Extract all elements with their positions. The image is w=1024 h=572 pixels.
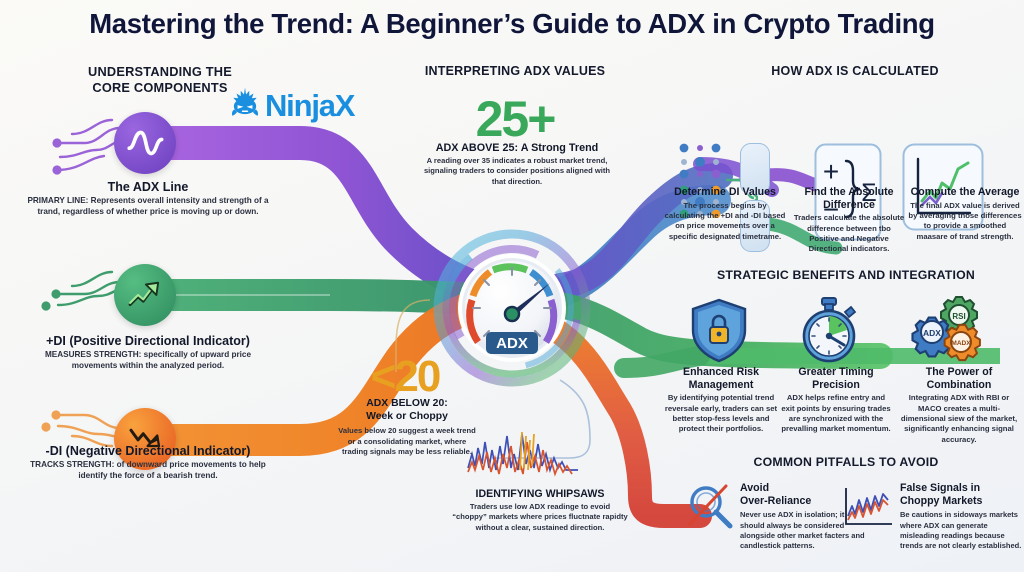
shield-lock-icon	[691, 298, 747, 363]
risk-management-title: Enhanced Risk Management	[683, 366, 759, 391]
block-minus-di: -DI (Negative Directional Indicator) TRA…	[22, 444, 274, 482]
absolute-difference-title: Find the Absolute Difference	[804, 186, 894, 211]
adx-weak-body: Values below 20 suggest a week trend or …	[338, 426, 476, 456]
node-minus-di[interactable]	[114, 408, 176, 470]
di-upper-box	[740, 143, 770, 195]
block-absolute-difference: Find the Absolute Difference Traders cal…	[792, 186, 906, 255]
heading-how-calculated: HOW ADX IS CALCULATED	[771, 64, 939, 78]
heading-core-components: UNDERSTANDING THE CORE COMPONENTS	[88, 64, 232, 95]
block-whipsaws: IDENTIFYING WHIPSAWS Traders use low ADX…	[452, 488, 628, 533]
svg-text:Σ: Σ	[861, 179, 876, 207]
magnifier-strikethrough-icon	[688, 484, 733, 529]
gear-label-rsi: RSI	[952, 312, 965, 321]
gear-label-adx: ADX	[923, 328, 941, 338]
adx-line-title: The ADX Line	[107, 180, 189, 194]
stopwatch-icon	[802, 297, 857, 363]
timing-precision-body: ADX helps refine entry and exit points b…	[781, 393, 891, 434]
minus-di-title: -DI (Negative Directional Indicator)	[45, 444, 251, 458]
adx-strong-value: 25+	[475, 91, 557, 147]
node-adx-line[interactable]	[114, 112, 176, 174]
di-lower-box	[740, 200, 770, 252]
risk-management-body: By identifying potential trend reversale…	[664, 393, 778, 434]
determine-di-title: Determine DI Values	[674, 186, 776, 198]
gears-icon: RSI ADX MADX	[911, 296, 981, 362]
plus-di-title: +DI (Positive Directional Indicator)	[46, 334, 250, 348]
block-power-combination: The Power of Combination Integrating ADX…	[898, 366, 1020, 445]
block-adx-line: The ADX Line PRIMARY LINE: Represents ov…	[22, 180, 274, 218]
block-timing-precision: Greater Timing Precision ADX helps refin…	[780, 366, 892, 435]
heading-strategic-benefits: STRATEGIC BENEFITS AND INTEGRATION	[717, 268, 975, 282]
brand-logo: NinjaX	[228, 86, 355, 125]
block-adx-weak: ADX BELOW 20: Week or Choppy Values belo…	[336, 398, 478, 457]
false-signals-body: Be cautions in sidoways markets where AD…	[900, 510, 1022, 550]
determine-di-body: The process begins by calculating the +D…	[664, 200, 786, 241]
heading-common-pitfalls: COMMON PITFALLS TO AVOID	[753, 455, 939, 469]
adx-strong-title: ADX ABOVE 25: A Strong Trend	[435, 142, 599, 154]
block-risk-management: Enhanced Risk Management By identifying …	[662, 366, 780, 435]
timing-precision-title: Greater Timing Precision	[798, 366, 874, 391]
brand-name: NinjaX	[265, 87, 355, 123]
adx-weak-title: ADX BELOW 20: Week or Choppy	[366, 398, 448, 422]
block-determine-di: Determine DI Values The process begins b…	[664, 186, 786, 242]
power-combination-body: Integrating ADX with RBI or MACO creates…	[900, 393, 1018, 444]
compute-average-title: Compute the Average	[910, 186, 1020, 198]
gear-label-madx: MADX	[951, 340, 971, 347]
adx-line-body: PRIMARY LINE: Represents overall intensi…	[27, 196, 269, 216]
line-chart-icon	[902, 143, 984, 231]
whipsaws-body: Traders use low ADX readinge to evoid “c…	[452, 502, 628, 532]
wave-line-icon	[127, 130, 164, 156]
adx-gauge[interactable]: ADX	[432, 228, 592, 388]
minus-di-body: TRACKS STRENGTH: of downward price movem…	[30, 460, 266, 480]
whipsaws-title: IDENTIFYING WHIPSAWS	[475, 488, 605, 500]
false-signals-title: False Signals in Choppy Markets	[900, 482, 983, 507]
over-reliance-body: Never use ADX in isolation; it should al…	[740, 510, 865, 550]
svg-text:−: −	[823, 194, 839, 225]
block-compute-average: Compute the Average The final ADX value …	[908, 186, 1022, 242]
ninja-helmet-icon	[228, 86, 262, 125]
adx-strong-body: A reading over 35 indicates a robust mar…	[423, 156, 611, 186]
block-false-signals: False Signals in Choppy Markets Be cauti…	[900, 482, 1024, 551]
choppy-chart-icon	[845, 488, 892, 525]
plus-di-body: MEASURES STRENGTH: specifically of upwar…	[44, 350, 252, 370]
block-over-reliance: Avoid Over-Reliance Never use ADX in iso…	[740, 482, 870, 551]
block-plus-di: +DI (Positive Directional Indicator) MEA…	[22, 334, 274, 372]
down-arrow-trend-icon	[129, 428, 161, 448]
gauge-label: ADX	[496, 335, 528, 352]
absolute-difference-body: Traders calculate the absolute differenc…	[793, 213, 905, 254]
volatility-chart-icon	[467, 431, 578, 477]
heading-interpreting-adx: INTERPRETING ADX VALUES	[424, 64, 606, 78]
compute-average-body: The final ADX value is derived by averag…	[908, 200, 1022, 241]
up-arrow-trend-icon	[128, 281, 160, 307]
node-plus-di[interactable]	[114, 264, 176, 326]
over-reliance-title: Avoid Over-Reliance	[740, 482, 812, 507]
adx-weak-value: <20	[370, 352, 442, 401]
sigma-sum-icon: + − Σ	[814, 143, 882, 241]
power-combination-title: The Power of Combination	[925, 366, 993, 391]
block-adx-strong: ADX ABOVE 25: A Strong Trend A reading o…	[418, 142, 616, 187]
svg-text:+: +	[823, 156, 839, 187]
page-title: Mastering the Trend: A Beginner’s Guide …	[89, 8, 935, 39]
